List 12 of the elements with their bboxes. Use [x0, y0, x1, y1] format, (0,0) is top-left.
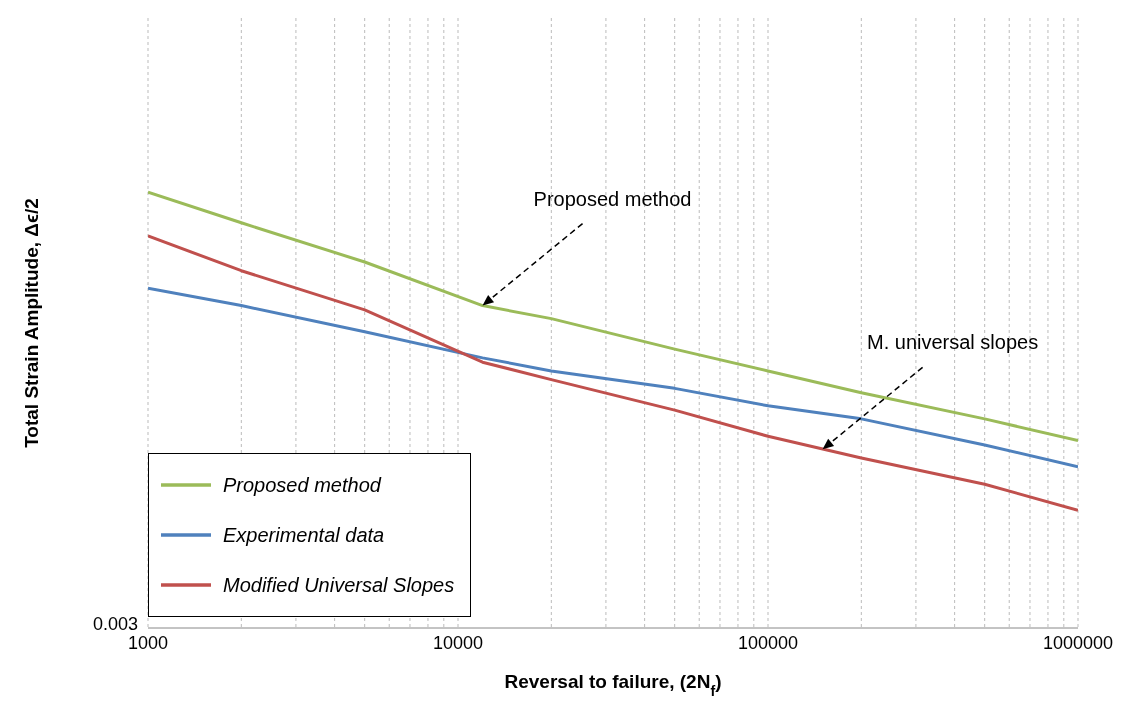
x-tick-label: 1000000 [1042, 632, 1114, 653]
y-axis-title: Total Strain Amplitude, Δϵ/2 [21, 198, 42, 448]
annotation: Proposed method [533, 187, 692, 210]
text: 0.003 [91, 614, 138, 635]
x-tick-label: 1000 [127, 632, 169, 653]
legend-label: Experimental data [223, 523, 385, 547]
x-tick-label: 100000 [737, 632, 799, 653]
legend-label: Modified Universal Slopes [223, 573, 455, 597]
annotation: M. universal slopes [866, 331, 1039, 354]
x-axis-title: Reversal to failure, (2N$_{f}$) [504, 671, 722, 699]
x-tick-label: 10000 [432, 632, 484, 653]
legend-label: Proposed method [223, 473, 381, 497]
